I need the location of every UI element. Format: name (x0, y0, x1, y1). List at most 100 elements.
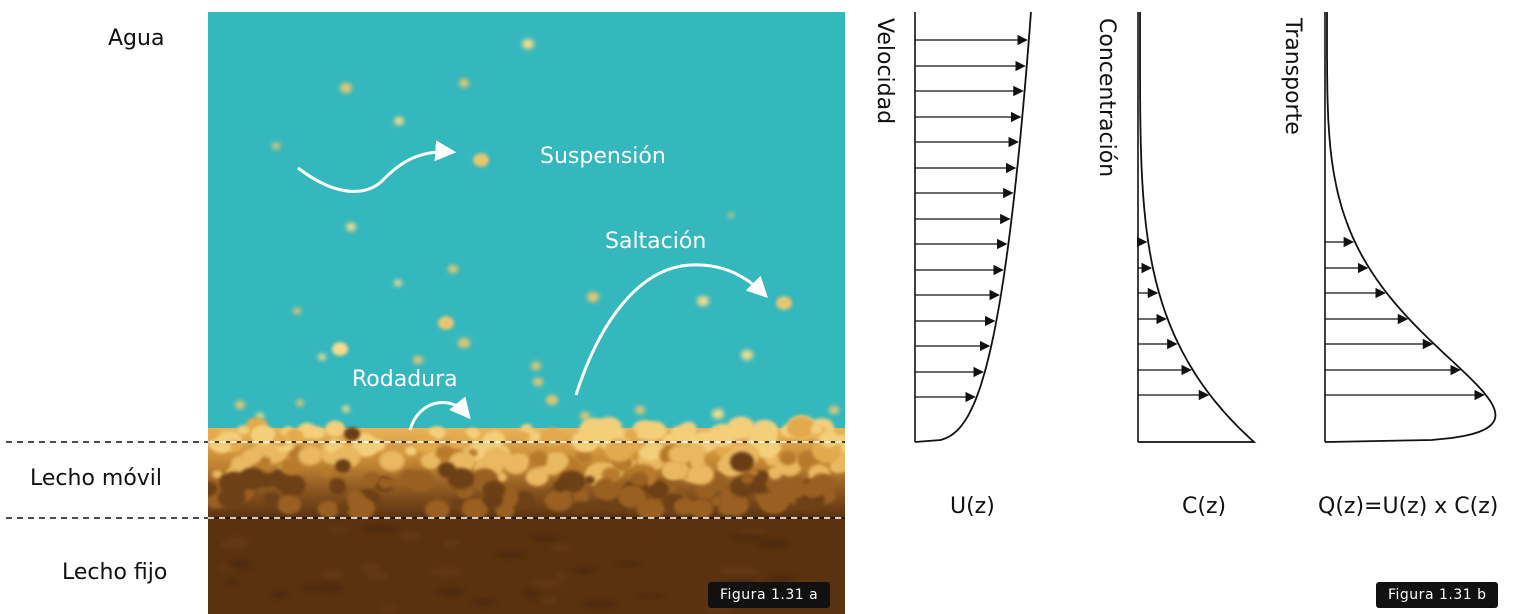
concentration-formula: C(z) (1182, 494, 1227, 519)
bed-grain (355, 433, 373, 448)
fixed-bed-texture (218, 525, 832, 613)
fixed-bed-speck (328, 527, 351, 532)
fixed-bed-speck (364, 570, 389, 579)
bed-grain (765, 474, 790, 494)
profile-curve (1325, 12, 1497, 443)
fixed-bed-speck (362, 525, 398, 532)
fixed-bed-speck (321, 570, 344, 580)
bed-grain (630, 471, 649, 487)
bed-grain (632, 420, 657, 440)
bed-grain (635, 439, 646, 448)
suspended-grain (522, 38, 534, 50)
suspended-grain (728, 212, 734, 218)
bed-grain (526, 430, 541, 443)
suspended-grain (697, 295, 709, 307)
suspended-grain (712, 408, 724, 420)
fixed-bed-speck (757, 539, 791, 549)
bed-grain (273, 434, 289, 447)
bed-grain (584, 475, 595, 485)
bed-grain (575, 449, 592, 463)
suspended-grain (473, 153, 489, 167)
fixed-bed-speck (428, 568, 463, 576)
bed-grain (495, 503, 515, 519)
bed-grain (378, 477, 392, 489)
rolling-label: Rodadura (352, 367, 458, 392)
suspended-grain (394, 116, 404, 126)
bed-grain (461, 498, 489, 520)
suspended-grain (332, 342, 348, 356)
bed-grain (718, 504, 732, 515)
bed-grain (768, 468, 782, 480)
bed-grain (716, 436, 728, 446)
transport-title: Transporte (1280, 17, 1305, 135)
bed-grain (264, 492, 280, 505)
bed-grain (726, 416, 756, 440)
fixed-bed-speck (224, 578, 239, 585)
transport-formula: Q(z)=U(z) x C(z) (1318, 494, 1499, 519)
suspension-arrow (297, 140, 457, 193)
figure-b-tag: Figura 1.31 b (1376, 582, 1499, 608)
fixed-bed-speck (399, 532, 423, 540)
suspended-grain (394, 279, 402, 287)
fixed-bed-speck (271, 590, 288, 600)
sediment-panel: Suspensión Saltación Rodadura (208, 12, 845, 614)
suspended-grain (346, 222, 356, 232)
fixed-bed-speck (541, 597, 557, 604)
figure-a-tag: Figura 1.31 a (708, 582, 831, 608)
moving-bed-label: Lecho móvil (30, 466, 163, 491)
bed-grain (544, 488, 573, 512)
bed-grain (407, 469, 436, 492)
bed-grain (802, 481, 824, 498)
bed-grain (346, 490, 365, 506)
fixed-bed-speck (220, 540, 247, 549)
bed-grain (668, 444, 692, 464)
bed-grain (786, 416, 816, 440)
suspended-grain (741, 349, 753, 361)
bed-grain (320, 466, 333, 477)
suspended-grain (580, 411, 590, 421)
bed-grain (212, 470, 223, 479)
bed-grain (452, 438, 463, 447)
bed-grain (285, 428, 304, 444)
transport-profile (1324, 12, 1497, 443)
dark-bed-grain (730, 451, 754, 473)
suspended-grain (459, 78, 469, 88)
bed-grain (218, 486, 246, 509)
suspended-grain (458, 337, 470, 349)
velocity-profile (914, 11, 1032, 443)
bed-grain (520, 423, 533, 434)
bed-grain (604, 438, 634, 462)
bed-grain (515, 454, 529, 465)
suspended-grain (829, 405, 839, 415)
bed-grain (277, 495, 302, 515)
bed-grain (529, 451, 550, 467)
bed-grain (689, 499, 714, 519)
bed-grain (280, 459, 301, 476)
fixed-bed-speck (494, 551, 527, 559)
bed-grain (330, 478, 345, 490)
bed-grain (252, 426, 272, 442)
saltation-label: Saltación (605, 229, 706, 254)
bed-grain (572, 501, 589, 515)
fixed-bed-speck (615, 560, 642, 567)
bed-grain (238, 467, 266, 490)
profile-curve (914, 11, 1032, 443)
bed-grain (228, 440, 243, 452)
concentration-profile (1136, 12, 1257, 443)
dark-bed-grain (335, 459, 351, 473)
fixed-bed-speck (555, 573, 568, 578)
dark-bed-grain (344, 427, 360, 441)
fixed-bed-speck (360, 563, 379, 572)
bed-grain (483, 447, 509, 468)
bed-grain (819, 431, 840, 448)
suspended-grain (448, 264, 458, 274)
bed-grain (388, 478, 401, 488)
suspended-grains (235, 38, 839, 421)
bed-grain (405, 446, 417, 456)
bed-grain (414, 434, 438, 453)
bed-grain (673, 498, 696, 516)
bed-grain (337, 503, 350, 514)
profile-curve (1138, 12, 1257, 443)
bed-grain (237, 425, 250, 435)
